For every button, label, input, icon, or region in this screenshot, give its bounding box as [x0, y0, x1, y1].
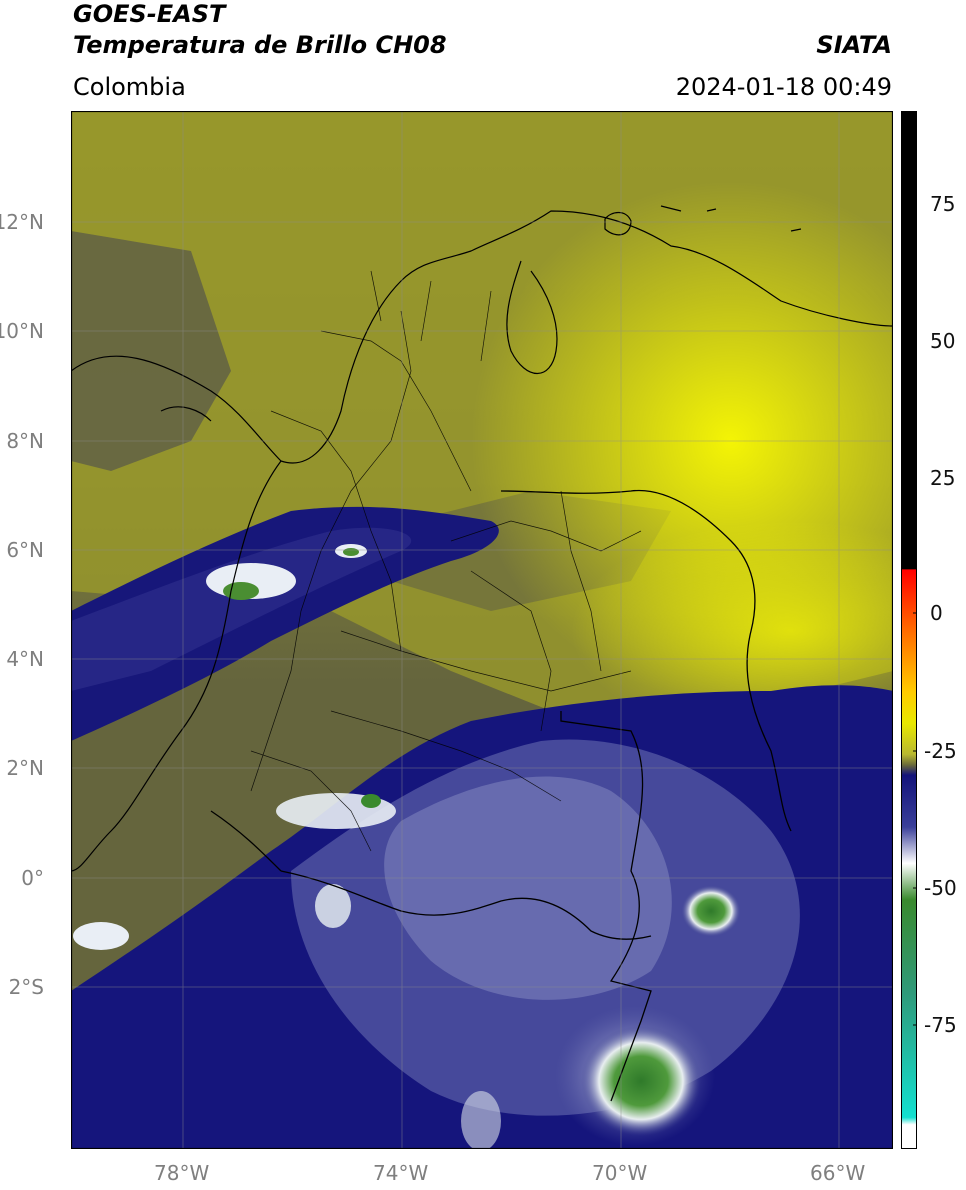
lon-tick-66w: 66°W	[810, 1161, 866, 1185]
storm-cell-south	[581, 1026, 701, 1136]
colorbar-label-25: 25	[930, 466, 956, 490]
dept-border-8	[250, 750, 372, 852]
cold-band-north	[71, 506, 499, 741]
lon-tick-74w: 74°W	[373, 1161, 429, 1185]
lon-tick-78w: 78°W	[154, 1161, 210, 1185]
storm-cell-east	[681, 885, 741, 937]
satellite-title: GOES-EAST	[73, 0, 226, 28]
cold-band-north-inner	[71, 527, 412, 691]
colorbar-label-50: 50	[930, 329, 956, 353]
datetime-label: 2024-01-18 00:49	[675, 73, 892, 101]
lon-tick-70w: 70°W	[592, 1161, 648, 1185]
dept-border-5	[330, 710, 562, 802]
dept-border-6	[450, 520, 642, 552]
region-label: Colombia	[73, 73, 186, 101]
org-label: SIATA	[816, 31, 892, 59]
dept-border-3	[250, 310, 412, 792]
colorbar-label-m75: -75	[924, 1013, 957, 1037]
lat-tick-10n: 10°N	[0, 319, 44, 343]
colorbar-label-75: 75	[930, 192, 956, 216]
lat-tick-2n: 2°N	[6, 756, 44, 780]
department-borders	[250, 270, 642, 852]
product-title: Temperatura de Brillo CH08	[73, 31, 447, 59]
colorbar-label-m50: -50	[924, 876, 957, 900]
colorbar	[901, 111, 917, 1149]
cloud-top-pacific	[73, 922, 129, 950]
island-curacao	[604, 211, 632, 236]
cloud-top-green-2	[223, 582, 259, 600]
cloud-top-ecuador	[315, 884, 351, 928]
dept-border-10	[560, 490, 602, 672]
lat-tick-6n: 6°N	[6, 538, 44, 562]
colorbar-label-0: 0	[930, 601, 943, 625]
cold-region-light	[384, 776, 672, 1000]
lat-tick-8n: 8°N	[6, 429, 44, 453]
dept-border-1	[320, 330, 472, 492]
lat-tick-0: 0°	[21, 866, 44, 890]
dept-border-7	[470, 570, 552, 732]
cloud-top-green-1	[361, 794, 381, 808]
lat-tick-4n: 4°N	[6, 647, 44, 671]
border-colombia-ecuador	[210, 810, 282, 872]
graticule	[71, 111, 893, 1149]
map-frame	[71, 111, 893, 1149]
islands-antilles	[660, 205, 802, 232]
maracaibo-lake	[506, 260, 558, 375]
border-colombia-brazil	[560, 711, 652, 1102]
cloud-top-amazon	[461, 1091, 501, 1149]
dept-border-2	[270, 410, 402, 652]
lat-tick-2s: 2°S	[8, 975, 44, 999]
colorbar-label-m25: -25	[924, 739, 957, 763]
cloud-top-green-3	[343, 548, 359, 556]
lat-tick-12n: 12°N	[0, 210, 44, 234]
gray-patch-west	[71, 231, 231, 471]
coastlines	[71, 205, 893, 872]
border-colombia-peru	[280, 870, 652, 940]
dept-border-4	[340, 630, 632, 692]
caribbean-coast	[71, 210, 893, 464]
satellite-map	[71, 111, 893, 1149]
yellow-region-southeast	[571, 521, 893, 741]
country-borders	[210, 489, 792, 1102]
colorbar-fill	[901, 111, 917, 1149]
pacific-coast	[71, 460, 282, 872]
coast-panama	[160, 406, 212, 422]
border-colombia-venezuela	[500, 489, 792, 832]
